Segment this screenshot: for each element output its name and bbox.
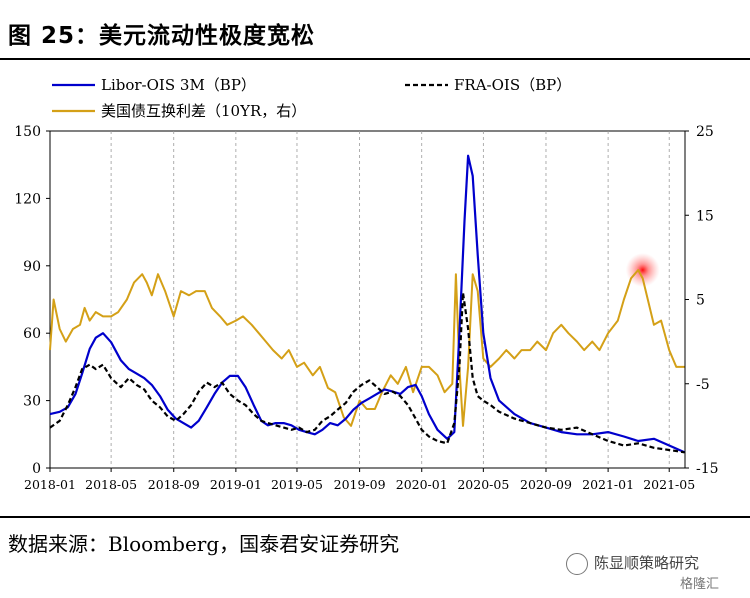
watermark: 陈显顺策略研究 — [566, 552, 699, 575]
y-right-tick-label: -15 — [696, 461, 719, 477]
y-left-tick-label: 120 — [14, 191, 41, 207]
plot-border — [49, 130, 686, 469]
source-rule — [0, 516, 750, 518]
series-line-1 — [49, 154, 685, 454]
y-right-tick-label: 5 — [696, 293, 705, 309]
x-tick-label: 2020-09 — [520, 477, 572, 492]
legend-label-3: 美国债互换利差（10YR，右） — [101, 102, 306, 120]
y-left-tick-label: 30 — [23, 394, 41, 410]
plot-frame — [49, 130, 686, 469]
x-tick-label: 2019-05 — [271, 477, 323, 492]
x-tick-label: 2019-01 — [210, 477, 262, 492]
axis-layer: 2018-01 2018-05 2018-09 2019-01 2019-05 2019-… — [14, 124, 718, 492]
x-tick-label: 2018-01 — [24, 477, 76, 492]
legend-label-1: Libor-OIS 3M（BP） — [101, 76, 256, 94]
x-tick-label: 2020-01 — [396, 477, 448, 492]
grid-layer — [110, 131, 670, 468]
y-right-tick-label: -5 — [696, 377, 710, 393]
x-tick-label: 2020-05 — [457, 477, 509, 492]
y-left-tick-label: 150 — [14, 124, 41, 140]
figure-title: 图 25：美元流动性极度宽松 — [8, 23, 316, 49]
y-left-tick-label: 60 — [23, 326, 41, 342]
x-tick-label: 2021-01 — [582, 477, 634, 492]
highlight-marker — [625, 253, 660, 288]
watermark-text: 陈显顺策略研究 — [594, 554, 700, 572]
series-layer — [49, 154, 685, 454]
x-tick-label: 2018-09 — [148, 477, 200, 492]
legend: Libor-OIS 3M（BP） FRA-OIS（BP） 美国债互换利差（10YR，… — [52, 76, 571, 120]
x-tick-label: 2018-05 — [85, 477, 137, 492]
y-left-tick-label: 90 — [23, 259, 41, 275]
source-note: 数据来源：Bloomberg，国泰君安证券研究 — [8, 532, 400, 556]
watermark-sub: 格隆汇 — [680, 577, 720, 592]
title-rule — [0, 58, 750, 60]
y-left-tick-label: 0 — [32, 461, 41, 477]
y-right-tick-label: 25 — [696, 124, 714, 140]
legend-label-2: FRA-OIS（BP） — [454, 76, 571, 94]
series-line-2 — [49, 291, 685, 454]
y-right-tick-label: 15 — [696, 208, 714, 224]
x-tick-label: 2019-09 — [334, 477, 386, 492]
series-line-3 — [49, 269, 685, 427]
wechat-icon — [566, 552, 588, 575]
x-tick-label: 2021-05 — [643, 477, 695, 492]
highlight-layer — [625, 253, 660, 288]
